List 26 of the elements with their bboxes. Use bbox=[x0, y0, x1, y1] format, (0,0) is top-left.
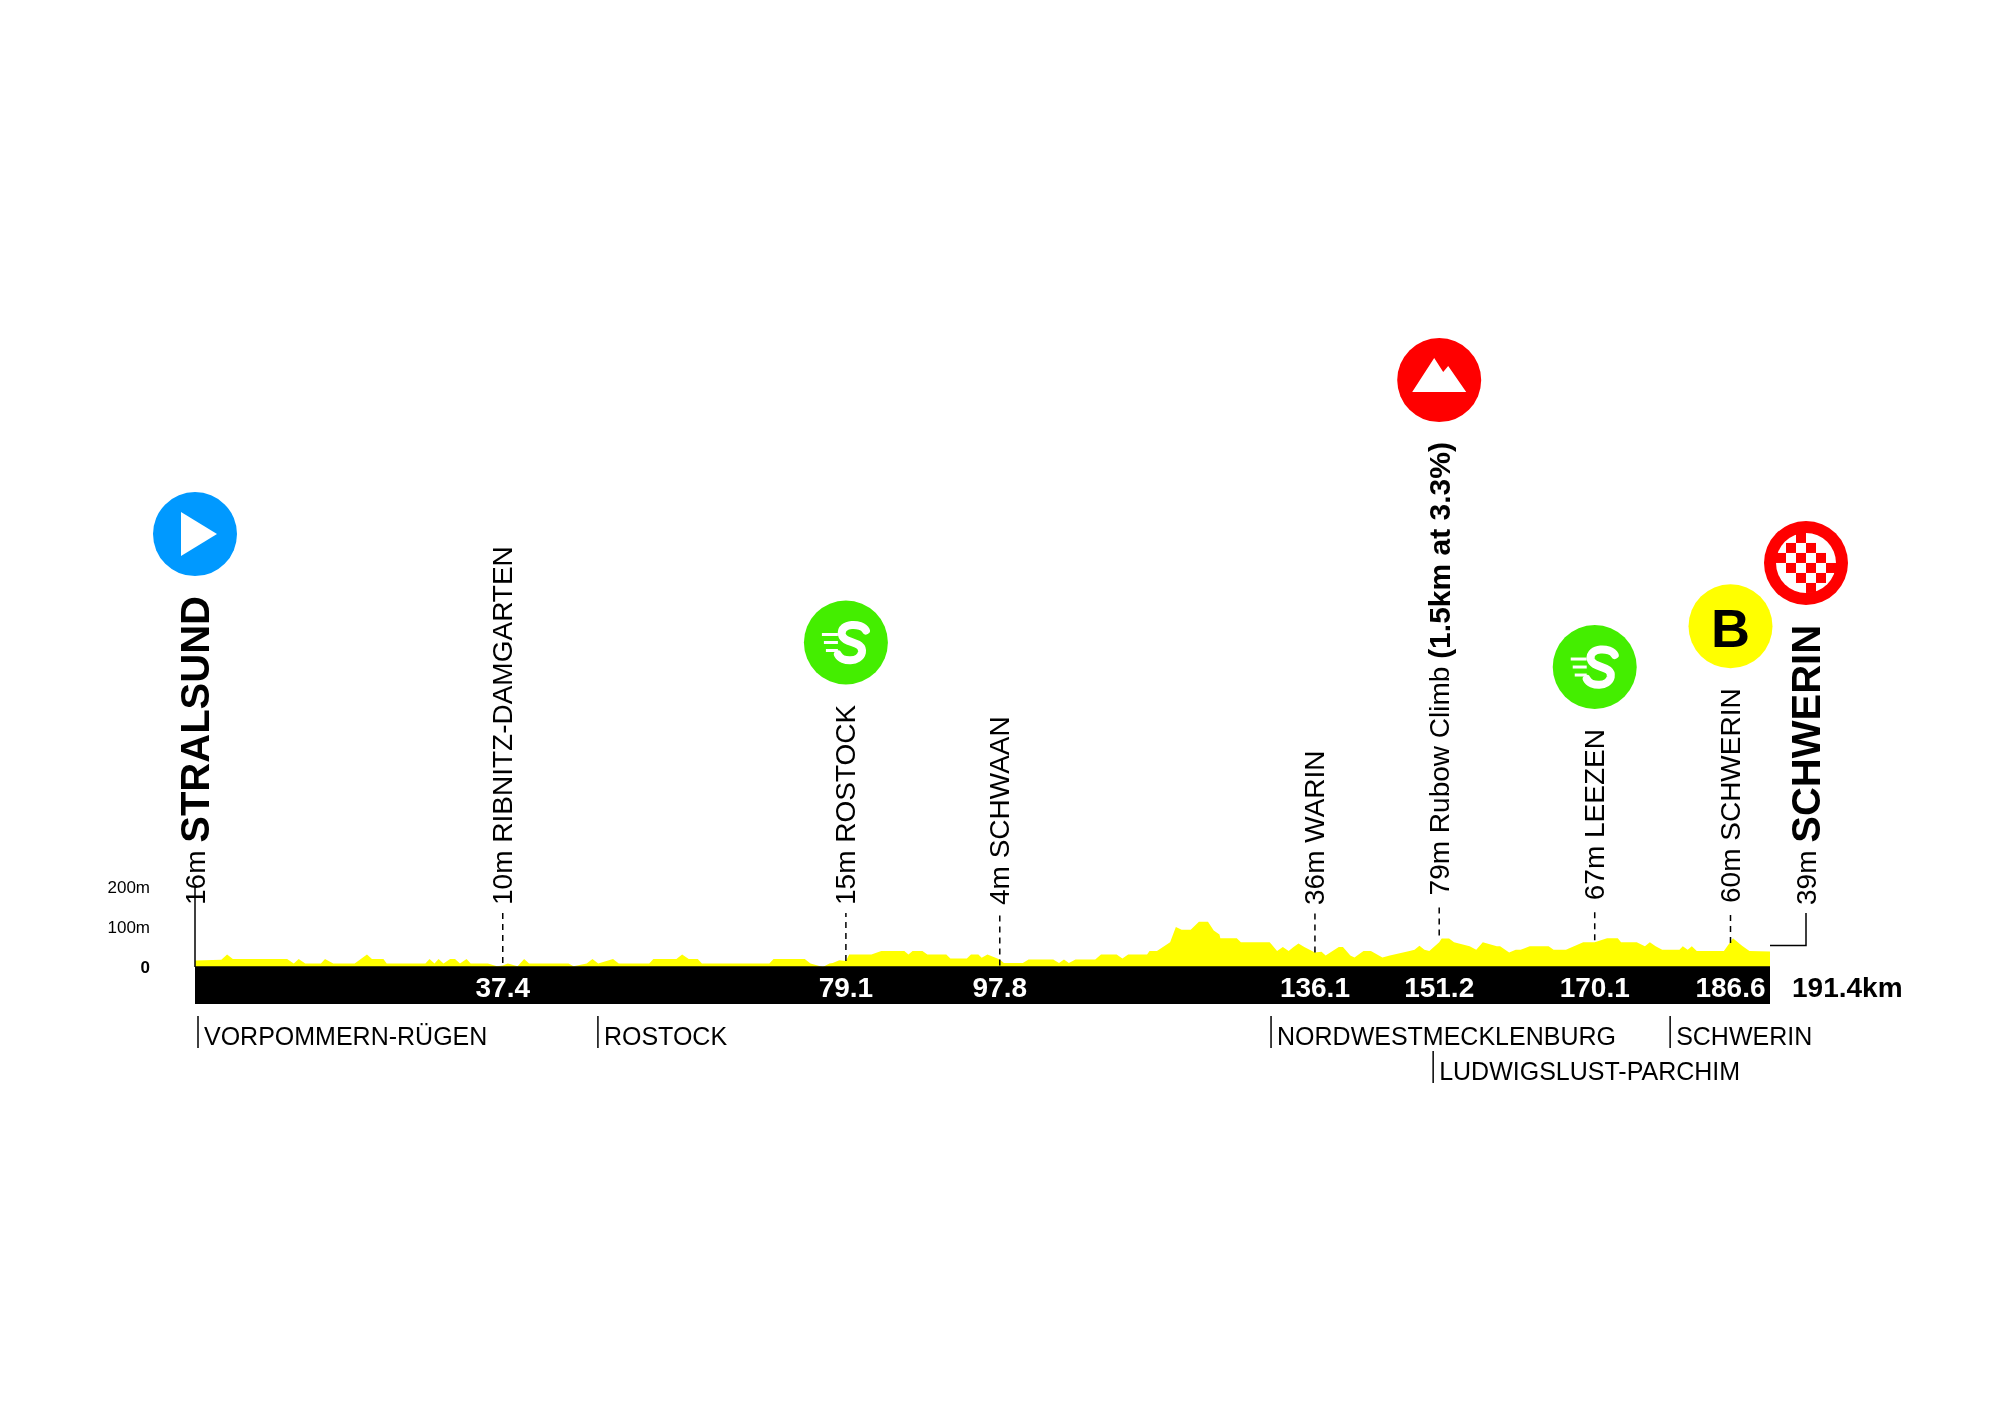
x-tick-label: 151.2 bbox=[1404, 971, 1475, 1003]
annotation: 67m LEEZEN bbox=[1579, 729, 1611, 901]
annotation: 15m ROSTOCK bbox=[830, 704, 862, 905]
ref-line-label: SCHWERIN bbox=[1676, 1022, 1813, 1050]
ref-line-label: NORDWESTMECKLENBURG bbox=[1277, 1022, 1616, 1050]
x-tick-label: 136.1 bbox=[1279, 971, 1350, 1003]
ref-line-label: LUDWIGSLUST-PARCHIM bbox=[1439, 1057, 1741, 1085]
annotation: 36m WARIN bbox=[1299, 750, 1331, 905]
legend-label: VORPOMMERN-RÜGEN bbox=[204, 1022, 488, 1050]
y-tick-label: 0 bbox=[140, 957, 150, 977]
annotation: 10m RIBNITZ-DAMGARTEN bbox=[487, 546, 519, 905]
x-tick-label: 186.6 bbox=[1695, 971, 1766, 1003]
text: 191.4km bbox=[1792, 971, 1903, 1003]
annotation: 79m Rubow Climb (1.5km at 3.3%) bbox=[1422, 442, 1456, 896]
annotation: 60m SCHWERIN bbox=[1715, 688, 1746, 903]
annotation: 4m SCHWAAN bbox=[984, 716, 1016, 905]
annotation: 16m STRALSUND bbox=[173, 596, 217, 905]
x-tick-label: 97.8 bbox=[972, 971, 1028, 1003]
annotation: 39m SCHWERIN bbox=[1784, 624, 1828, 905]
x-tick-label: 79.1 bbox=[818, 971, 874, 1003]
x-tick-label: 37.4 bbox=[475, 971, 531, 1003]
x-tick-label: 170.1 bbox=[1559, 971, 1630, 1003]
y-tick-label: 100m bbox=[107, 917, 150, 937]
badge-icon: B bbox=[1688, 584, 1773, 669]
y-tick-label: 200m bbox=[107, 877, 150, 897]
ref-line-label: ROSTOCK bbox=[603, 1022, 728, 1050]
